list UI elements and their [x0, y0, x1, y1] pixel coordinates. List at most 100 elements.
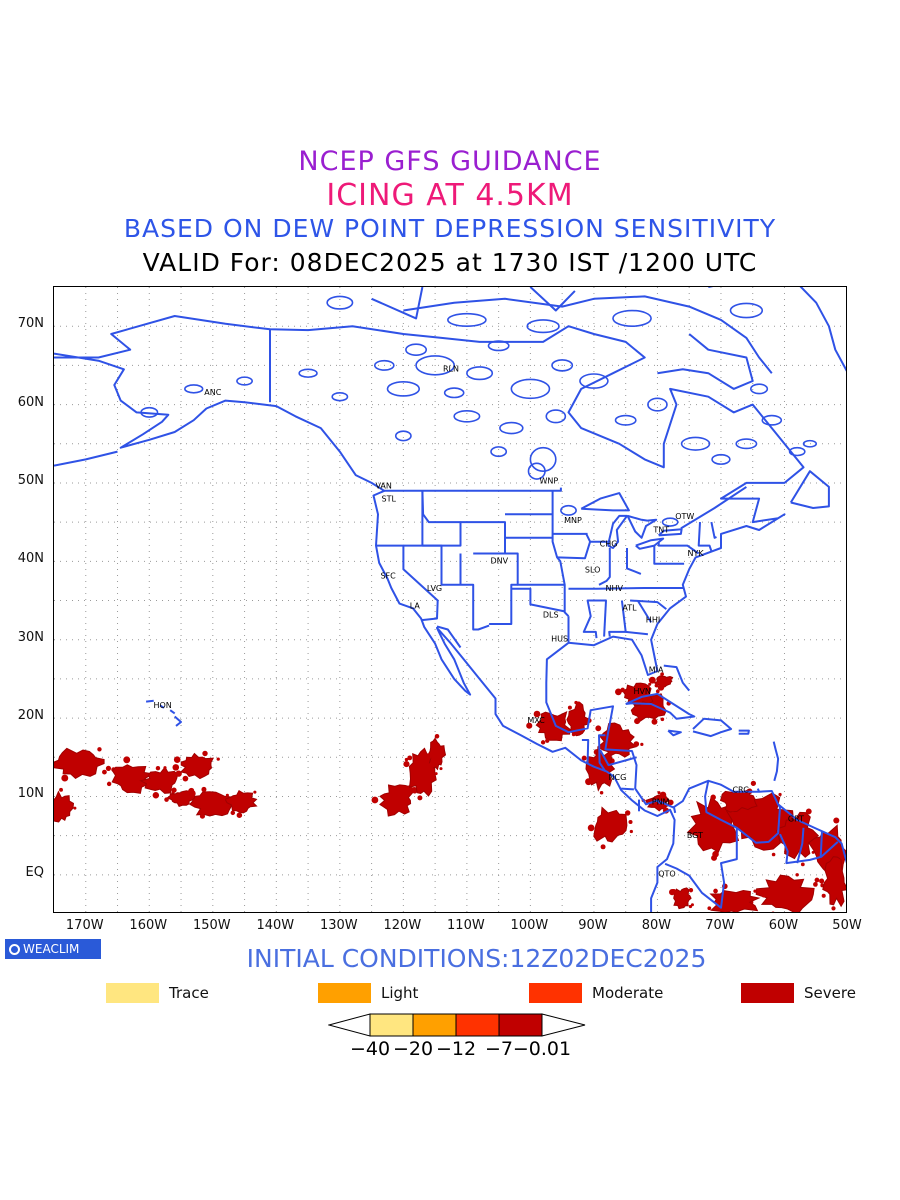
icing-speckle — [571, 732, 576, 737]
colorbar-arrow-left — [328, 1013, 371, 1037]
lake-outline — [612, 309, 652, 327]
lake-outline — [761, 414, 783, 426]
icing-speckle — [813, 882, 818, 887]
icing-speckle — [731, 811, 735, 816]
icing-speckle — [839, 853, 844, 859]
icing-speckle — [225, 793, 229, 797]
lake-outline — [526, 319, 560, 334]
icing-speckle — [657, 684, 665, 691]
lake-outline — [373, 359, 395, 371]
icing-speckle — [182, 775, 189, 782]
chart-title-line1: NCEP GFS GUIDANCE — [298, 146, 602, 177]
legend-swatch-severe — [741, 983, 794, 1003]
lat-label: 50N — [17, 472, 44, 488]
colorbar-tick-label: −12 — [435, 1038, 477, 1060]
icing-speckle — [403, 761, 410, 768]
icing-speckle — [657, 791, 661, 795]
coastlines — [54, 287, 846, 912]
icing-speckle — [221, 796, 226, 801]
icing-speckle — [671, 888, 677, 895]
colorbar-arrow-right — [541, 1013, 586, 1037]
boundary-line — [667, 729, 682, 737]
icing-speckle — [633, 741, 640, 747]
icing-speckle — [846, 859, 847, 864]
icing-speckle — [624, 810, 631, 816]
lake-outline — [560, 504, 577, 516]
icing-speckle — [424, 753, 432, 761]
station-label: OTW — [675, 512, 694, 521]
lat-label: 20N — [17, 708, 44, 724]
colorbar-labels: −40 −20 −12 −7 −0.01 — [0, 1038, 900, 1062]
icing-speckle — [371, 796, 379, 804]
station-label: LA — [410, 601, 421, 610]
icing-speckle — [771, 911, 775, 912]
station-label: VAN — [375, 481, 391, 490]
boundary-line — [54, 450, 118, 467]
severe-icing-area — [54, 790, 75, 823]
icing-speckle — [654, 683, 659, 688]
icing-areas — [54, 672, 847, 912]
boundary-line — [673, 807, 677, 814]
severe-icing-area — [111, 764, 155, 794]
icing-speckle — [615, 688, 622, 696]
boundary-line — [371, 287, 424, 320]
station-label: ANC — [204, 388, 221, 397]
boundary-line — [708, 287, 846, 372]
boundary-line — [819, 830, 823, 857]
colorbar-bin-3 — [455, 1013, 500, 1037]
lake-outline — [405, 343, 428, 356]
boundary-line — [680, 486, 747, 530]
severe-icing-area — [686, 796, 740, 853]
station-label: DNV — [490, 557, 508, 566]
icing-speckle — [253, 790, 257, 794]
icing-speckle — [73, 806, 77, 810]
icing-speckle — [189, 790, 196, 797]
station-label: HVN — [633, 687, 650, 696]
icing-speckle — [407, 755, 413, 761]
lon-label: 90W — [578, 918, 608, 933]
boundary-line — [663, 664, 690, 692]
boundary-line — [697, 522, 713, 552]
lake-outline — [447, 312, 487, 327]
icing-speckle — [434, 772, 438, 776]
icing-speckle — [640, 742, 644, 746]
severe-icing-area — [224, 790, 258, 814]
legend-item-trace: Trace — [106, 983, 209, 1003]
colorbar-tick-label: −40 — [349, 1038, 391, 1060]
icing-speckle — [634, 718, 641, 725]
boundary-line — [636, 599, 652, 623]
severe-icing-area — [54, 747, 105, 780]
chart-title-line3: BASED ON DEW POINT DEPRESSION SENSITIVIT… — [123, 214, 777, 243]
chart-title-line2: ICING AT 4.5KM — [326, 178, 574, 213]
logo-text: WEACLIM — [23, 942, 80, 956]
lake-outline — [453, 410, 481, 423]
station-label: HON — [153, 701, 171, 710]
station-label: SFC — [380, 572, 396, 581]
severe-icing-area — [179, 752, 215, 780]
icing-speckle — [819, 878, 825, 884]
legend-item-light: Light — [318, 983, 418, 1003]
severe-icing-area — [379, 784, 415, 817]
severe-icing-area — [653, 675, 674, 688]
lon-label: 60W — [768, 918, 799, 933]
icing-speckle — [172, 764, 180, 771]
station-label: TNT — [652, 525, 669, 534]
lake-outline — [802, 439, 818, 448]
lat-label: 60N — [17, 394, 44, 410]
icing-speckle — [628, 820, 633, 825]
boundary-line — [403, 544, 490, 631]
map-panel: ANC RLN VAN STL WNP MNP CHG TNT OTW NYK DNV SLO SFC L… — [53, 286, 847, 913]
station-label: PNM — [652, 797, 670, 806]
severe-icing-area — [593, 806, 628, 843]
lon-label: 140W — [256, 918, 295, 933]
legend-label-trace: Trace — [169, 984, 209, 1002]
lake-outline — [386, 381, 421, 397]
icing-speckle — [811, 850, 815, 854]
boundary-line — [692, 717, 733, 738]
station-label: MXC — [527, 716, 545, 725]
boundary-line — [174, 715, 182, 727]
boundary-line — [630, 599, 667, 610]
icing-speckle — [771, 852, 776, 857]
icing-speckle — [833, 817, 840, 824]
lake-outline — [487, 340, 510, 352]
